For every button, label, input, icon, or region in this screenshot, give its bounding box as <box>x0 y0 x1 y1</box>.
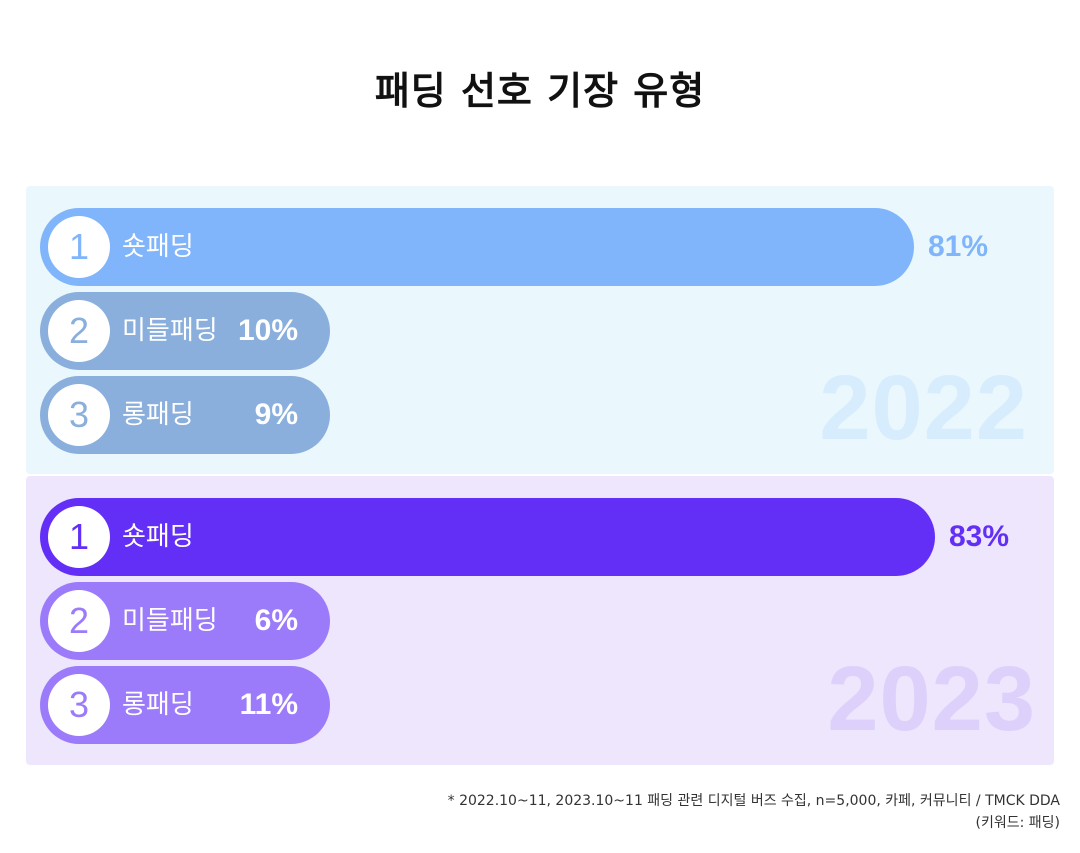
rank-badge: 3 <box>48 384 110 446</box>
value-label: 81% <box>928 230 989 263</box>
bar-2023-3: 3 롱패딩 11% <box>40 666 330 744</box>
footnote-line-1: * 2022.10~11, 2023.10~11 패딩 관련 디지털 버즈 수집… <box>447 793 1060 809</box>
value-label: 10% <box>237 314 298 347</box>
bar-2022-1: 1 숏패딩 <box>40 208 914 286</box>
value-label: 11% <box>239 688 298 721</box>
value-label: 83% <box>949 520 1010 553</box>
footnote: * 2022.10~11, 2023.10~11 패딩 관련 디지털 버즈 수집… <box>448 790 1060 834</box>
value-label: 9% <box>254 398 298 431</box>
year-watermark-2023: 2023 <box>827 648 1036 750</box>
footnote-line-2: (키워드: 패딩) <box>975 815 1061 831</box>
rank-badge: 3 <box>48 674 110 736</box>
category-label: 미들패딩 <box>122 316 218 346</box>
value-label: 6% <box>254 604 298 637</box>
bar-2023-2: 2 미들패딩 6% <box>40 582 330 660</box>
bar-2022-3: 3 롱패딩 9% <box>40 376 330 454</box>
bar-2023-1: 1 숏패딩 <box>40 498 935 576</box>
bar-2022-2: 2 미들패딩 10% <box>40 292 330 370</box>
rank-badge: 1 <box>48 216 110 278</box>
category-label: 숏패딩 <box>122 522 194 552</box>
category-label: 숏패딩 <box>122 232 194 262</box>
rank-badge: 1 <box>48 506 110 568</box>
rank-badge: 2 <box>48 590 110 652</box>
chart-title: 패딩 선호 기장 유형 <box>374 69 706 113</box>
category-label: 미들패딩 <box>122 606 218 636</box>
category-label: 롱패딩 <box>122 690 194 720</box>
year-watermark-2022: 2022 <box>819 357 1028 459</box>
category-label: 롱패딩 <box>122 400 194 430</box>
rank-badge: 2 <box>48 300 110 362</box>
